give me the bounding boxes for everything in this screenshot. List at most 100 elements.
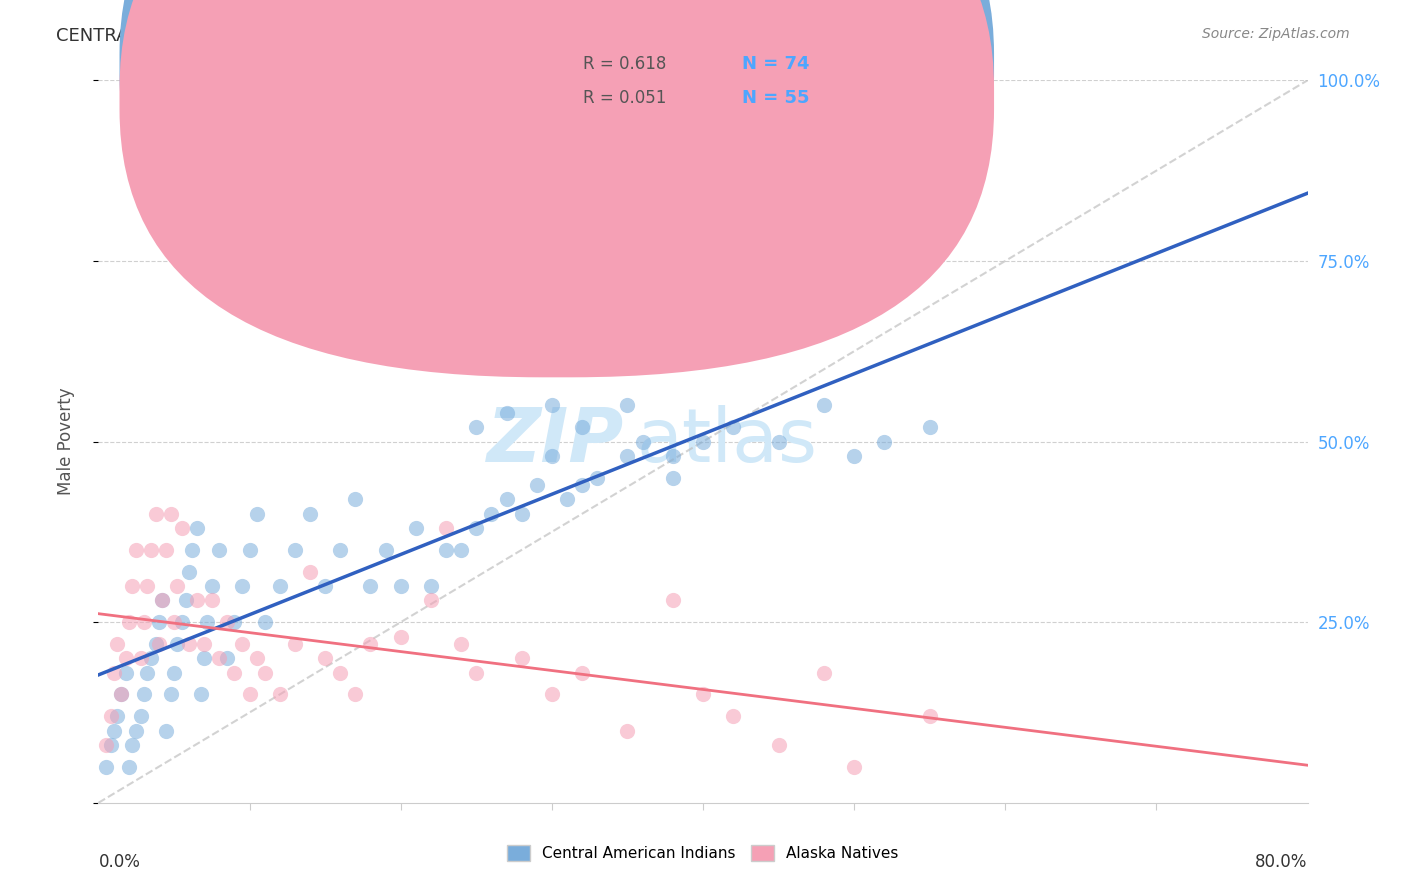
Point <box>465 420 488 434</box>
Point <box>510 507 533 521</box>
Point <box>181 542 204 557</box>
Point <box>129 651 152 665</box>
Point <box>148 615 170 630</box>
Point <box>329 542 352 557</box>
Point <box>465 665 488 680</box>
Point <box>100 738 122 752</box>
Point <box>132 615 155 630</box>
Point <box>434 521 457 535</box>
Point <box>692 687 714 701</box>
Point <box>571 665 593 680</box>
Point <box>420 593 443 607</box>
Point <box>616 398 638 412</box>
Point <box>510 651 533 665</box>
Point <box>103 723 125 738</box>
Point <box>299 565 322 579</box>
Text: CENTRAL AMERICAN INDIAN VS ALASKA NATIVE MALE POVERTY CORRELATION CHART: CENTRAL AMERICAN INDIAN VS ALASKA NATIVE… <box>56 27 828 45</box>
Point <box>201 593 224 607</box>
Point <box>186 521 208 535</box>
Point <box>723 420 745 434</box>
Point <box>148 637 170 651</box>
Point <box>174 593 197 607</box>
Point <box>118 760 141 774</box>
Point <box>160 687 183 701</box>
Text: R = 0.618: R = 0.618 <box>583 55 666 73</box>
Point <box>215 615 238 630</box>
Point <box>121 738 143 752</box>
Point <box>314 651 336 665</box>
Point <box>360 637 382 651</box>
Point <box>170 615 193 630</box>
Point <box>160 507 183 521</box>
Point <box>179 565 201 579</box>
Point <box>723 709 745 723</box>
Point <box>616 449 638 463</box>
Point <box>571 478 593 492</box>
Point <box>269 579 291 593</box>
Point <box>661 449 683 463</box>
Point <box>253 615 276 630</box>
Point <box>246 651 269 665</box>
Point <box>103 665 125 680</box>
Point <box>166 579 188 593</box>
Point <box>121 579 143 593</box>
Point <box>374 542 396 557</box>
Point <box>94 738 117 752</box>
Point <box>129 709 152 723</box>
Point <box>405 521 427 535</box>
Point <box>208 651 231 665</box>
Point <box>631 434 654 449</box>
Point <box>150 593 173 607</box>
Point <box>389 630 412 644</box>
Point <box>299 507 322 521</box>
Point <box>844 449 866 463</box>
Text: 0.0%: 0.0% <box>98 854 141 871</box>
Point <box>420 579 443 593</box>
Point <box>269 687 291 701</box>
Y-axis label: Male Poverty: Male Poverty <box>56 388 75 495</box>
Point <box>135 579 157 593</box>
Point <box>661 593 683 607</box>
Point <box>155 723 177 738</box>
Point <box>201 579 224 593</box>
Point <box>163 615 186 630</box>
Point <box>540 687 562 701</box>
Text: 80.0%: 80.0% <box>1256 854 1308 871</box>
Point <box>145 507 167 521</box>
Point <box>195 615 218 630</box>
Point <box>768 434 790 449</box>
Point <box>661 471 683 485</box>
Point <box>215 651 238 665</box>
Point <box>100 709 122 723</box>
Point <box>224 665 246 680</box>
Point <box>389 579 412 593</box>
Point <box>132 687 155 701</box>
Point <box>571 420 593 434</box>
Point <box>481 507 503 521</box>
Point <box>450 542 472 557</box>
Point <box>231 637 253 651</box>
Point <box>110 687 132 701</box>
Point <box>239 687 262 701</box>
Point <box>118 615 141 630</box>
Point <box>616 723 638 738</box>
Point <box>166 637 188 651</box>
Point <box>125 723 148 738</box>
Point <box>135 665 157 680</box>
Point <box>239 542 262 557</box>
Point <box>141 651 163 665</box>
Point <box>495 406 517 420</box>
Point <box>873 434 896 449</box>
Point <box>179 637 201 651</box>
Point <box>284 542 307 557</box>
Point <box>918 420 941 434</box>
Point <box>193 651 215 665</box>
Point <box>844 760 866 774</box>
Point <box>450 637 472 651</box>
Point <box>186 593 208 607</box>
Text: N = 74: N = 74 <box>742 55 810 73</box>
Point <box>105 709 128 723</box>
Point <box>105 637 128 651</box>
Point <box>94 760 117 774</box>
Point <box>253 665 276 680</box>
